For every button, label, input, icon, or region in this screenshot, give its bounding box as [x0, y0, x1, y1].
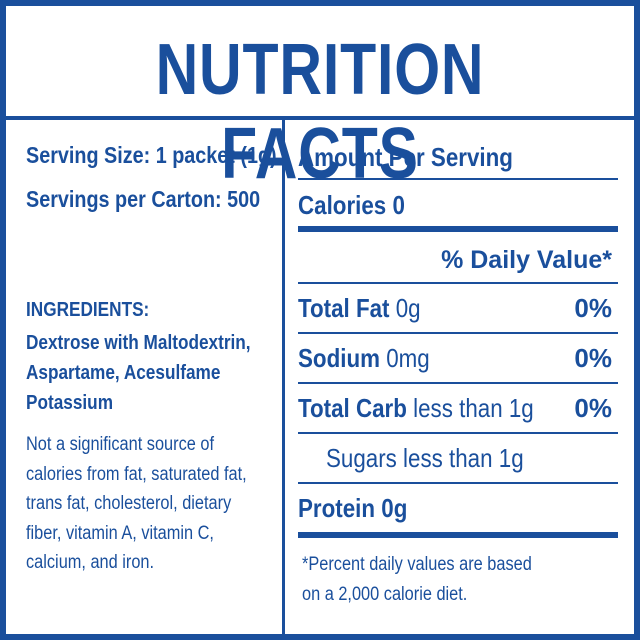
nutrient-row-total-fat: Total Fat 0g [298, 291, 421, 325]
serving-size: Serving Size: 1 packet (1g) [26, 142, 277, 168]
nutrient-label: Sodium [298, 343, 380, 373]
rule-thick [298, 226, 618, 232]
rule-thin [298, 382, 618, 384]
disclaimer-line: Not a significant source of [26, 434, 215, 455]
rule-thin [298, 332, 618, 334]
disclaimer-line: calcium, and iron. [26, 552, 155, 573]
sugars-row: Sugars less than 1g [326, 443, 524, 473]
ingredients-line: Aspartame, Acesulfame [26, 362, 221, 384]
nutrient-row-total-carb: Total Carb less than 1g [298, 391, 534, 425]
rule-thin [298, 482, 618, 484]
daily-value-heading: % Daily Value* [441, 246, 612, 274]
nutrient-dv: 0% [574, 293, 612, 323]
ingredients-line: Potassium [26, 392, 113, 414]
label-title: NUTRITION FACTS [155, 30, 485, 194]
rule-thin [298, 432, 618, 434]
calories-value: 0 [392, 190, 405, 220]
footnote-line: on a 2,000 calorie diet. [302, 584, 468, 605]
ingredients-heading: INGREDIENTS: [26, 299, 150, 321]
nutrient-label: Total Carb [298, 393, 407, 423]
column-divider [282, 120, 285, 640]
disclaimer-line: calories from fat, saturated fat, [26, 464, 247, 485]
title-divider [6, 116, 634, 120]
protein-row: Protein 0g [298, 491, 407, 525]
nutrient-dv: 0% [574, 343, 612, 373]
disclaimer-line: fiber, vitamin A, vitamin C, [26, 523, 214, 544]
nutrient-dv: 0% [574, 393, 612, 423]
rule-thin [298, 178, 618, 180]
nutrient-amount: 0mg [386, 343, 430, 373]
rule-thin [298, 282, 618, 284]
amount-per-serving: Amount Per Serving [298, 142, 513, 172]
disclaimer-line: trans fat, cholesterol, dietary [26, 493, 232, 514]
nutrient-amount: less than 1g [413, 393, 534, 423]
ingredients-line: Dextrose with Maltodextrin, [26, 332, 251, 354]
rule-thick [298, 532, 618, 538]
protein-label: Protein [298, 493, 376, 523]
nutrient-amount: 0g [395, 293, 421, 323]
servings-per-carton: Servings per Carton: 500 [26, 186, 261, 212]
protein-value: 0g [381, 493, 408, 523]
nutrient-label: Total Fat [298, 293, 390, 323]
nutrient-row-sodium: Sodium 0mg [298, 341, 430, 375]
calories-label: Calories [298, 190, 387, 220]
footnote-line: *Percent daily values are based [302, 554, 532, 575]
calories-row: Calories 0 [298, 188, 405, 222]
